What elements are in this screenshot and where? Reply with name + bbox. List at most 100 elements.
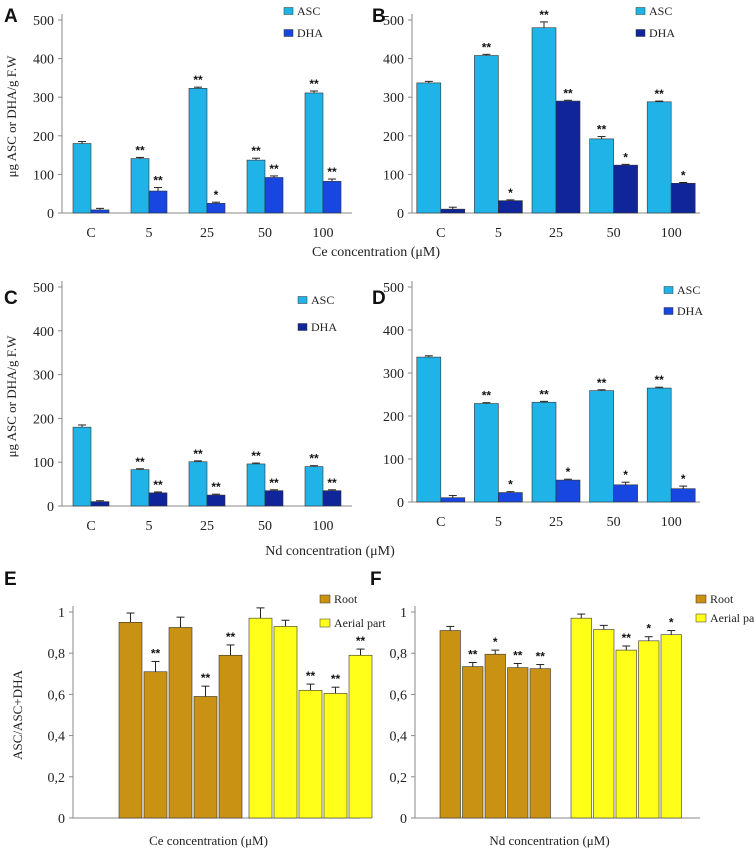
legend-swatch-aerial-part bbox=[319, 618, 331, 628]
y-tick-label: 300 bbox=[383, 91, 404, 106]
y-tick-label: 0 bbox=[47, 500, 54, 515]
significance-marker: ** bbox=[153, 478, 163, 492]
bar-root bbox=[484, 653, 506, 819]
significance-marker: ** bbox=[306, 669, 316, 683]
significance-marker: ** bbox=[356, 634, 366, 648]
bar-root bbox=[218, 654, 243, 819]
bar-asc bbox=[246, 159, 266, 214]
significance-marker: ** bbox=[327, 476, 337, 490]
bar-root bbox=[143, 671, 168, 819]
chart-panel-c: C 0 100 200 300 400 500 μg ASC or DHA/g F.W C 5 **… bbox=[4, 281, 352, 534]
bar-aerial-part bbox=[593, 629, 615, 819]
y-tick-label: 500 bbox=[383, 14, 404, 29]
bar-dha bbox=[555, 100, 581, 214]
significance-marker: ** bbox=[622, 631, 632, 645]
bar-root bbox=[462, 666, 484, 819]
significance-marker: ** bbox=[539, 387, 549, 401]
bar-dha bbox=[440, 208, 466, 214]
bar-dha bbox=[498, 200, 523, 214]
bar-asc bbox=[130, 469, 150, 507]
x-tick-label: 25 bbox=[549, 226, 563, 241]
legend-label-dha: DHA bbox=[649, 26, 675, 40]
bar-root bbox=[439, 630, 461, 819]
x-tick-label: 5 bbox=[146, 519, 153, 534]
ce-concentration-label: Ce concentration (μM) bbox=[312, 245, 440, 260]
legend-label-asc: ASC bbox=[297, 4, 320, 18]
y-tick-label: 400 bbox=[383, 324, 404, 339]
bar-asc bbox=[646, 101, 672, 214]
bar-dha bbox=[670, 488, 696, 503]
x-axis-title: Nd concentration (μM) bbox=[489, 833, 609, 848]
y-tick-label: 0,4 bbox=[48, 730, 66, 745]
y-tick-label: 1 bbox=[58, 606, 65, 621]
bar-asc bbox=[246, 463, 266, 507]
significance-marker: ** bbox=[513, 649, 523, 663]
y-tick-label: 300 bbox=[33, 369, 54, 384]
x-tick-label: 25 bbox=[200, 519, 214, 534]
bar-root bbox=[529, 668, 551, 819]
y-tick-label: 200 bbox=[383, 410, 404, 425]
significance-marker: ** bbox=[269, 476, 279, 490]
x-tick-label: 5 bbox=[146, 226, 153, 241]
bar-dha bbox=[322, 181, 342, 214]
y-tick-label: 1 bbox=[400, 606, 407, 621]
legend-label-asc: ASC bbox=[649, 4, 672, 18]
y-tick-label: 100 bbox=[383, 168, 404, 183]
bar-asc bbox=[474, 403, 499, 503]
x-tick-label: 100 bbox=[661, 226, 682, 241]
significance-marker: ** bbox=[251, 144, 261, 158]
significance-marker: * bbox=[646, 622, 651, 636]
bar-aerial-part bbox=[615, 649, 637, 819]
significance-marker: * bbox=[493, 635, 498, 649]
bar-asc bbox=[72, 426, 92, 507]
x-tick-label: 50 bbox=[607, 226, 621, 241]
y-tick-label: 200 bbox=[33, 412, 54, 427]
x-axis-title: Ce concentration (μM) bbox=[149, 833, 268, 848]
legend-label-root: Root bbox=[334, 592, 358, 606]
legend-swatch-asc bbox=[297, 296, 308, 304]
bar-dha bbox=[264, 490, 284, 507]
chart-panel-f: F00,20,40,60,81***** ***** *Nd concentrati… bbox=[370, 569, 754, 848]
panel-letter: A bbox=[4, 6, 18, 27]
legend-swatch-root bbox=[319, 594, 331, 604]
x-tick-label: C bbox=[86, 226, 95, 241]
x-tick-label: 100 bbox=[661, 515, 682, 530]
legend-swatch-dha bbox=[635, 29, 646, 37]
y-tick-label: 0,6 bbox=[390, 688, 408, 703]
bar-asc bbox=[304, 466, 324, 507]
significance-marker: ** bbox=[193, 447, 203, 461]
bar-aerial-part bbox=[660, 634, 682, 819]
x-tick-label: 50 bbox=[258, 519, 272, 534]
significance-marker: ** bbox=[211, 480, 221, 494]
y-tick-label: 500 bbox=[33, 14, 54, 29]
bar-aerial-part bbox=[248, 617, 273, 819]
y-tick-label: 500 bbox=[383, 281, 404, 296]
significance-marker: ** bbox=[309, 452, 319, 466]
legend-swatch-asc bbox=[635, 7, 646, 15]
y-tick-label: 0,6 bbox=[48, 688, 66, 703]
significance-marker: ** bbox=[655, 87, 665, 101]
significance-marker: ** bbox=[482, 40, 492, 54]
significance-marker: ** bbox=[193, 73, 203, 87]
panel-letter: F bbox=[370, 569, 382, 590]
bar-dha bbox=[322, 490, 342, 507]
bar-root bbox=[193, 696, 218, 819]
bar-asc bbox=[589, 390, 614, 503]
bar-asc bbox=[589, 138, 614, 214]
x-tick-label: 100 bbox=[313, 519, 334, 534]
x-tick-label: C bbox=[436, 226, 445, 241]
significance-marker: ** bbox=[539, 8, 549, 22]
significance-marker: ** bbox=[655, 373, 665, 387]
bar-asc bbox=[304, 92, 324, 214]
bar-dha bbox=[148, 492, 168, 507]
y-tick-label: 0,4 bbox=[390, 730, 408, 745]
x-tick-label: 5 bbox=[495, 515, 502, 530]
significance-marker: ** bbox=[269, 162, 279, 176]
significance-marker: * bbox=[681, 472, 686, 486]
y-axis-title: μg ASC or DHA/g F.W bbox=[4, 55, 19, 178]
bar-asc bbox=[531, 27, 557, 214]
y-tick-label: 400 bbox=[33, 325, 54, 340]
y-tick-label: 0 bbox=[58, 812, 65, 827]
y-tick-label: 300 bbox=[33, 91, 54, 106]
